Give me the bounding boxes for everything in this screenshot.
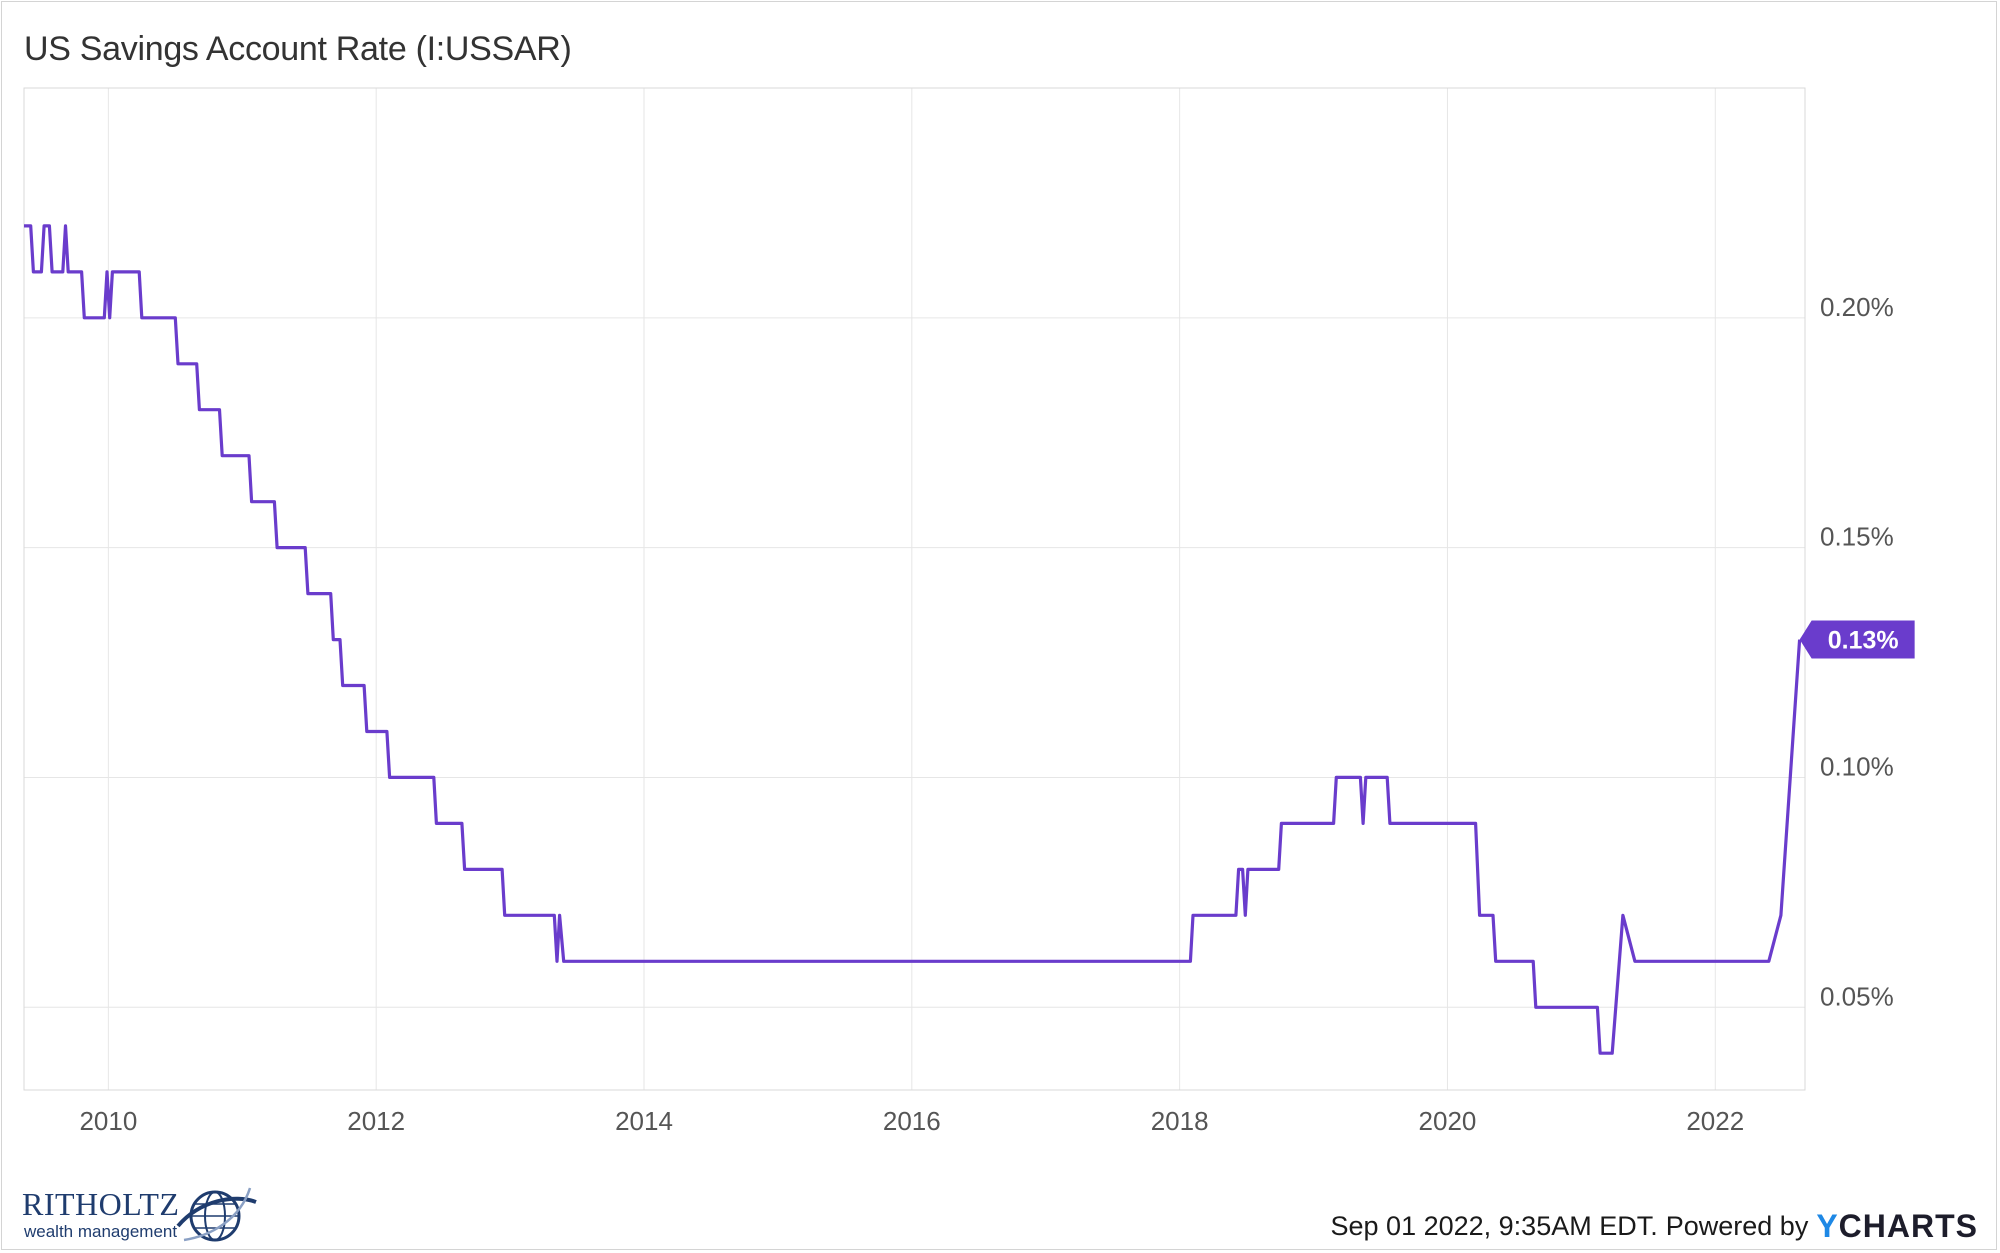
x-tick-label: 2022 (1686, 1106, 1744, 1136)
ycharts-logo-text: CHARTS (1838, 1207, 1978, 1244)
ycharts-logo-y: Y (1816, 1207, 1839, 1244)
x-tick-label: 2014 (615, 1106, 673, 1136)
globe-emblem-icon (176, 1187, 257, 1242)
chart-title: US Savings Account Rate (I:USSAR) (24, 30, 572, 68)
x-tick-label: 2016 (883, 1106, 941, 1136)
last-value-label: 0.13% (1828, 627, 1899, 655)
grid-layer: 2010 2012 2014 2016 2018 2020 2022 0.05% 0.10% 0.… (24, 88, 1894, 1136)
y-tick-label: 0.10% (1820, 751, 1894, 781)
last-value-flag (1799, 620, 1915, 659)
y-tick-label: 0.15% (1820, 522, 1894, 552)
timestamp-text: Sep 01 2022, 9:35AM EDT. (1330, 1210, 1658, 1241)
label-layer: 0.13% (1799, 620, 1915, 659)
y-tick-label: 0.05% (1820, 981, 1894, 1011)
brand-tagline: wealth management (24, 1222, 178, 1241)
series-line (24, 224, 1802, 1055)
x-tick-label: 2010 (79, 1106, 137, 1136)
ycharts-logo[interactable]: YCHARTS (1816, 1208, 1978, 1245)
x-tick-label: 2012 (347, 1106, 405, 1136)
y-tick-label: 0.20% (1820, 292, 1894, 322)
x-tick-label: 2020 (1419, 1106, 1477, 1136)
plot-area-border (23, 87, 1806, 1091)
brand-name: RITHOLTZ (22, 1186, 180, 1222)
series-layer (24, 224, 1802, 1055)
powered-by-text: Powered by (1665, 1210, 1809, 1241)
x-tick-label: 2018 (1151, 1106, 1209, 1136)
footer-credit: Sep 01 2022, 9:35AM EDT. Powered by YCHA… (1331, 1206, 1978, 1246)
ritholtz-logo: RITHOLTZ wealth management (22, 1180, 257, 1250)
